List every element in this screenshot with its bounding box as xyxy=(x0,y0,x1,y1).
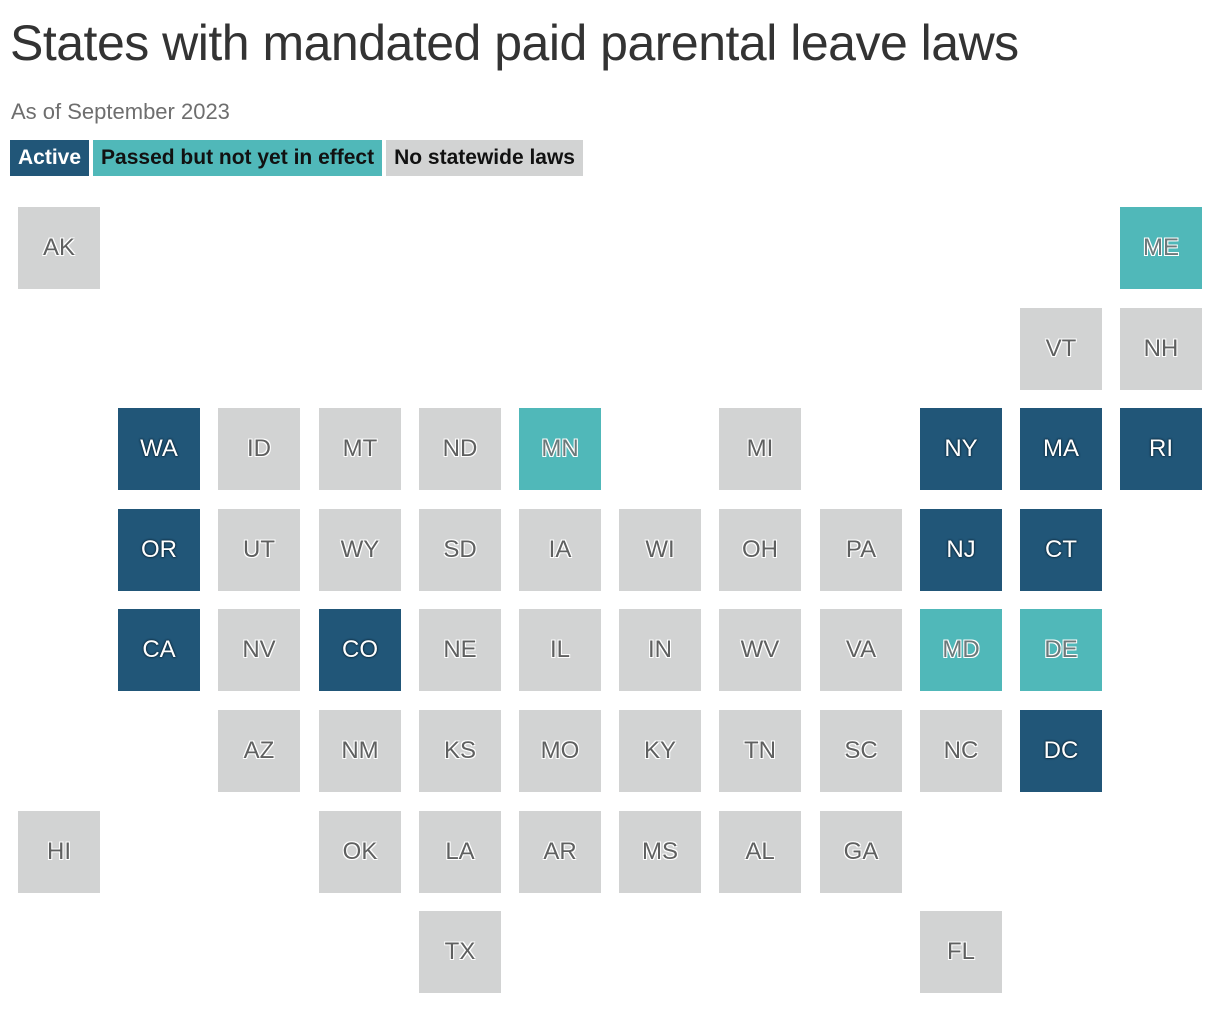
state-tile-or: OR xyxy=(118,509,200,591)
state-tile-ok: OK xyxy=(319,811,401,893)
state-tile-ak: AK xyxy=(18,207,100,289)
state-tile-ny: NY xyxy=(920,408,1002,490)
state-tile-ia: IA xyxy=(519,509,601,591)
state-tile-il: IL xyxy=(519,609,601,691)
state-tile-tx: TX xyxy=(419,911,501,993)
state-tile-fl: FL xyxy=(920,911,1002,993)
state-tile-va: VA xyxy=(820,609,902,691)
state-tile-ks: KS xyxy=(419,710,501,792)
state-tile-ca: CA xyxy=(118,609,200,691)
chart-title: States with mandated paid parental leave… xyxy=(10,15,1019,71)
state-tile-in: IN xyxy=(619,609,701,691)
state-tile-oh: OH xyxy=(719,509,801,591)
state-tile-ar: AR xyxy=(519,811,601,893)
state-tile-pa: PA xyxy=(820,509,902,591)
state-tile-id: ID xyxy=(218,408,300,490)
state-tile-de: DE xyxy=(1020,609,1102,691)
state-tile-ms: MS xyxy=(619,811,701,893)
state-tile-wi: WI xyxy=(619,509,701,591)
state-tile-ky: KY xyxy=(619,710,701,792)
state-tile-az: AZ xyxy=(218,710,300,792)
state-tile-ct: CT xyxy=(1020,509,1102,591)
state-tile-ri: RI xyxy=(1120,408,1202,490)
state-tile-nv: NV xyxy=(218,609,300,691)
state-tile-wv: WV xyxy=(719,609,801,691)
legend-item-pending: Passed but not yet in effect xyxy=(93,140,383,176)
state-tile-sd: SD xyxy=(419,509,501,591)
state-tile-nh: NH xyxy=(1120,308,1202,390)
state-tile-tn: TN xyxy=(719,710,801,792)
legend-item-active: Active xyxy=(10,140,90,176)
state-tile-sc: SC xyxy=(820,710,902,792)
state-tile-mt: MT xyxy=(319,408,401,490)
state-tile-nd: ND xyxy=(419,408,501,490)
state-tile-ma: MA xyxy=(1020,408,1102,490)
state-tile-wy: WY xyxy=(319,509,401,591)
state-tile-ga: GA xyxy=(820,811,902,893)
state-tile-mn: MN xyxy=(519,408,601,490)
legend-item-none: No statewide laws xyxy=(386,140,583,176)
state-tile-hi: HI xyxy=(18,811,100,893)
state-tile-co: CO xyxy=(319,609,401,691)
state-tile-la: LA xyxy=(419,811,501,893)
state-tile-al: AL xyxy=(719,811,801,893)
state-tile-mo: MO xyxy=(519,710,601,792)
state-tile-me: ME xyxy=(1120,207,1202,289)
state-tile-nm: NM xyxy=(319,710,401,792)
state-tile-nj: NJ xyxy=(920,509,1002,591)
state-tile-mi: MI xyxy=(719,408,801,490)
state-tile-ne: NE xyxy=(419,609,501,691)
legend: Active Passed but not yet in effect No s… xyxy=(10,140,583,176)
state-tile-dc: DC xyxy=(1020,710,1102,792)
state-tile-ut: UT xyxy=(218,509,300,591)
chart-subtitle: As of September 2023 xyxy=(11,99,230,124)
state-tile-md: MD xyxy=(920,609,1002,691)
state-tile-wa: WA xyxy=(118,408,200,490)
state-tile-nc: NC xyxy=(920,710,1002,792)
state-tile-vt: VT xyxy=(1020,308,1102,390)
